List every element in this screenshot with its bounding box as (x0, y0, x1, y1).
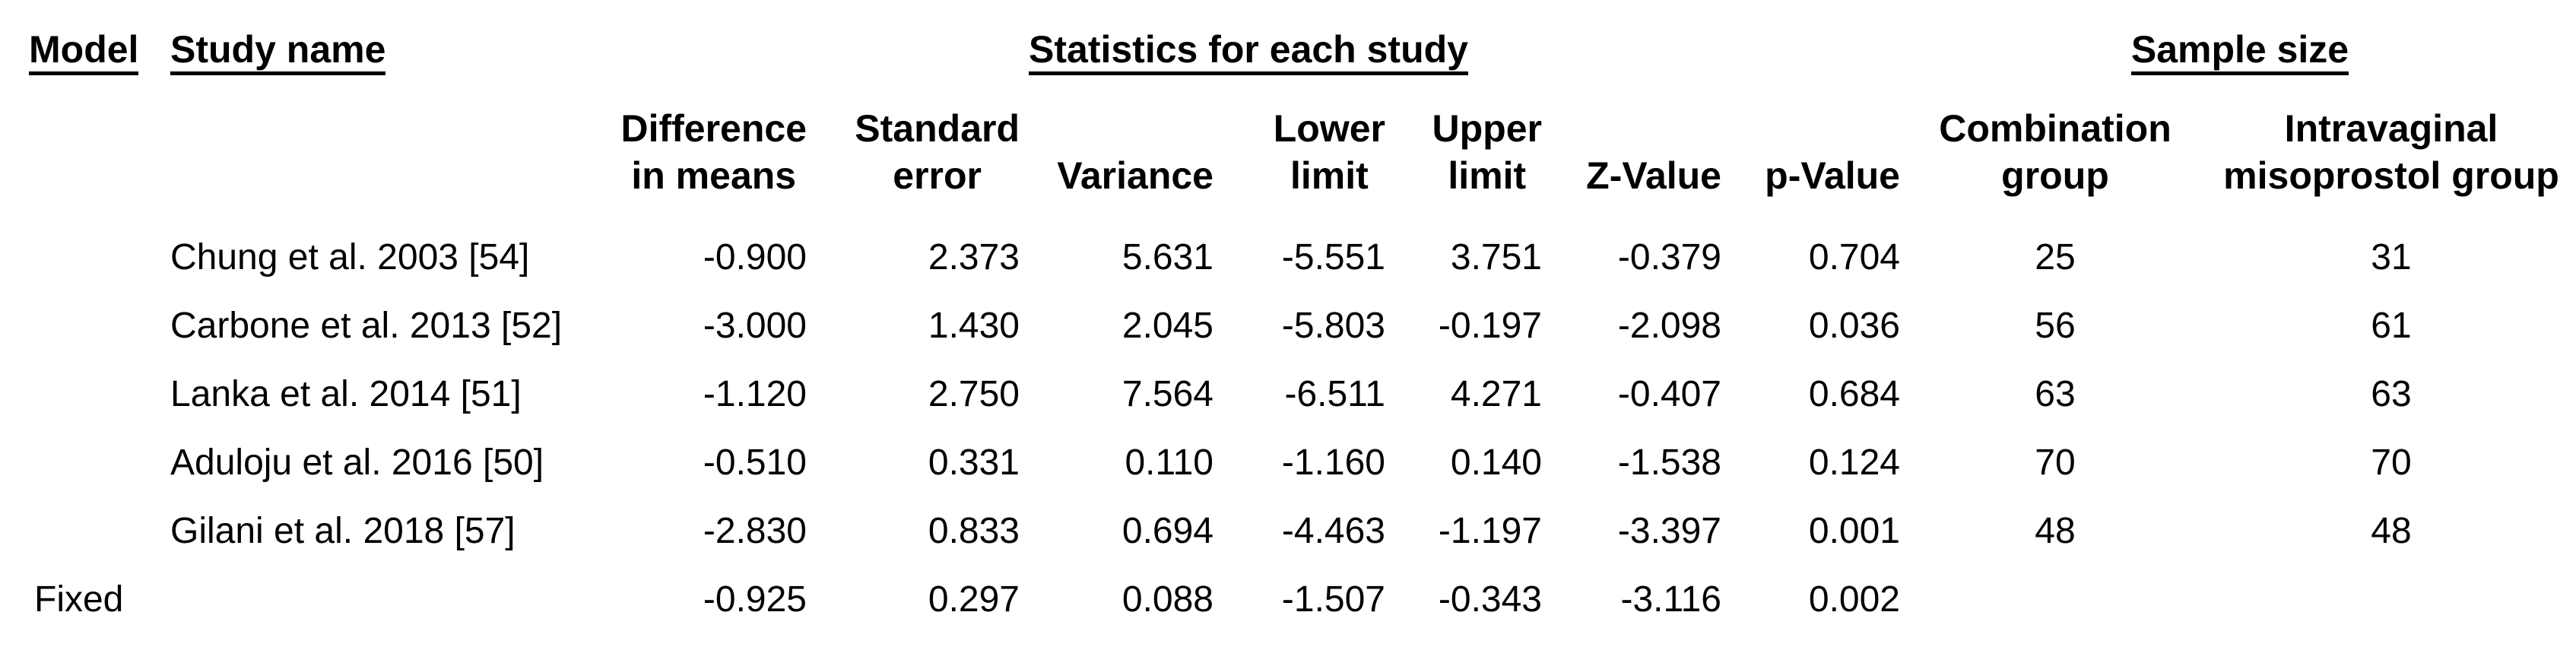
study-name-cell (144, 559, 593, 627)
combination-group-cell (1904, 559, 2206, 627)
difference-in-means-cell: -0.900 (703, 237, 807, 278)
standard-error-cell: 0.297 (928, 579, 1020, 620)
statistics-group-header: Statistics for each study (1029, 27, 1468, 75)
model-cell (0, 217, 144, 285)
variance-cell: 0.088 (1121, 579, 1213, 620)
upper-limit-cell: -0.343 (1438, 579, 1542, 620)
model-cell (0, 354, 144, 422)
difference-in-means-header: Difference in means (620, 107, 807, 197)
p-value-cell: 0.002 (1808, 579, 1900, 620)
lower-limit-cell: -1.507 (1281, 579, 1385, 620)
standard-error-header: Standard error (855, 107, 1020, 197)
sample-size-group-header-cell: Sample size (1904, 0, 2576, 90)
intravaginal-group-header: Intravaginal misoprostol group (2223, 107, 2559, 197)
upper-limit-header: Upper limit (1432, 107, 1542, 197)
combination-group-header: Combination group (1939, 107, 2172, 197)
table-grid: Model Study name Statistics for each stu… (0, 0, 2576, 627)
model-cell (0, 490, 144, 559)
model-column-header: Model (29, 27, 139, 75)
difference-in-means-cell: -1.120 (703, 374, 807, 414)
study-name-cell: Chung et al. 2003 [54] (170, 237, 530, 278)
intravaginal-group-header-cell: Intravaginal misoprostol group (2206, 90, 2576, 217)
p-value-cell: 0.684 (1808, 374, 1900, 414)
upper-limit-cell: -1.197 (1438, 511, 1542, 551)
difference-in-means-cell: -2.830 (703, 511, 807, 551)
lower-limit-cell: -6.511 (1284, 374, 1385, 414)
lower-limit-header-cell: Lower limit (1217, 90, 1389, 217)
upper-limit-cell: -0.197 (1438, 306, 1542, 346)
lower-limit-header: Lower limit (1273, 107, 1385, 197)
combination-group-header-cell: Combination group (1904, 90, 2206, 217)
z-value-header: Z-Value (1586, 154, 1721, 197)
empty-cell (144, 90, 593, 217)
z-value-cell: -0.407 (1617, 374, 1721, 414)
standard-error-cell: 0.833 (928, 511, 1020, 551)
lower-limit-cell: -4.463 (1281, 511, 1385, 551)
intravaginal-group-cell: 61 (2371, 306, 2412, 346)
combination-group-cell: 63 (2035, 374, 2076, 414)
empty-cell (0, 90, 144, 217)
study-name-cell: Lanka et al. 2014 [51] (170, 374, 522, 414)
z-value-cell: -2.098 (1617, 306, 1721, 346)
z-value-cell: -3.116 (1620, 579, 1721, 620)
intravaginal-group-cell (2206, 559, 2576, 627)
intravaginal-group-cell: 63 (2371, 374, 2412, 414)
p-value-header: p-Value (1765, 154, 1900, 197)
variance-cell: 0.694 (1121, 511, 1213, 551)
standard-error-cell: 2.750 (928, 374, 1020, 414)
variance-cell: 0.110 (1125, 442, 1213, 483)
variance-cell: 7.564 (1121, 374, 1213, 414)
study-name-cell: Carbone et al. 2013 [52] (170, 306, 563, 346)
study-name-column-header: Study name (170, 27, 386, 75)
model-cell (0, 285, 144, 354)
intravaginal-group-cell: 31 (2371, 237, 2412, 278)
study-name-group-header-cell: Study name (144, 0, 593, 90)
z-value-header-cell: Z-Value (1546, 90, 1725, 217)
variance-header: Variance (1057, 154, 1213, 197)
model-group-header-cell: Model (0, 0, 144, 90)
intravaginal-group-cell: 48 (2371, 511, 2412, 551)
variance-cell: 2.045 (1121, 306, 1213, 346)
upper-limit-header-cell: Upper limit (1389, 90, 1546, 217)
lower-limit-cell: -5.551 (1281, 237, 1385, 278)
p-value-cell: 0.036 (1808, 306, 1900, 346)
study-name-cell: Gilani et al. 2018 [57] (170, 511, 516, 551)
variance-header-cell: Variance (1023, 90, 1217, 217)
standard-error-cell: 1.430 (928, 306, 1020, 346)
combination-group-cell: 70 (2035, 442, 2076, 483)
lower-limit-cell: -5.803 (1281, 306, 1385, 346)
combination-group-cell: 48 (2035, 511, 2076, 551)
lower-limit-cell: -1.160 (1281, 442, 1385, 483)
combination-group-cell: 25 (2035, 237, 2076, 278)
standard-error-cell: 2.373 (928, 237, 1020, 278)
p-value-cell: 0.001 (1808, 511, 1900, 551)
z-value-cell: -3.397 (1617, 511, 1721, 551)
standard-error-header-cell: Standard error (811, 90, 1023, 217)
p-value-cell: 0.124 (1808, 442, 1900, 483)
combination-group-cell: 56 (2035, 306, 2076, 346)
model-cell: Fixed (34, 579, 124, 620)
difference-in-means-cell: -3.000 (703, 306, 807, 346)
model-cell (0, 422, 144, 490)
upper-limit-cell: 0.140 (1450, 442, 1542, 483)
upper-limit-cell: 3.751 (1450, 237, 1542, 278)
variance-cell: 5.631 (1121, 237, 1213, 278)
study-name-cell: Aduloju et al. 2016 [50] (170, 442, 544, 483)
z-value-cell: -1.538 (1617, 442, 1721, 483)
statistics-group-header-cell: Statistics for each study (593, 0, 1904, 90)
p-value-header-cell: p-Value (1725, 90, 1904, 217)
sample-size-group-header: Sample size (2130, 27, 2349, 75)
difference-in-means-header-cell: Difference in means (593, 90, 811, 217)
difference-in-means-cell: -0.510 (703, 442, 807, 483)
p-value-cell: 0.704 (1808, 237, 1900, 278)
standard-error-cell: 0.331 (928, 442, 1020, 483)
upper-limit-cell: 4.271 (1450, 374, 1542, 414)
z-value-cell: -0.379 (1617, 237, 1721, 278)
intravaginal-group-cell: 70 (2371, 442, 2412, 483)
difference-in-means-cell: -0.925 (703, 579, 807, 620)
